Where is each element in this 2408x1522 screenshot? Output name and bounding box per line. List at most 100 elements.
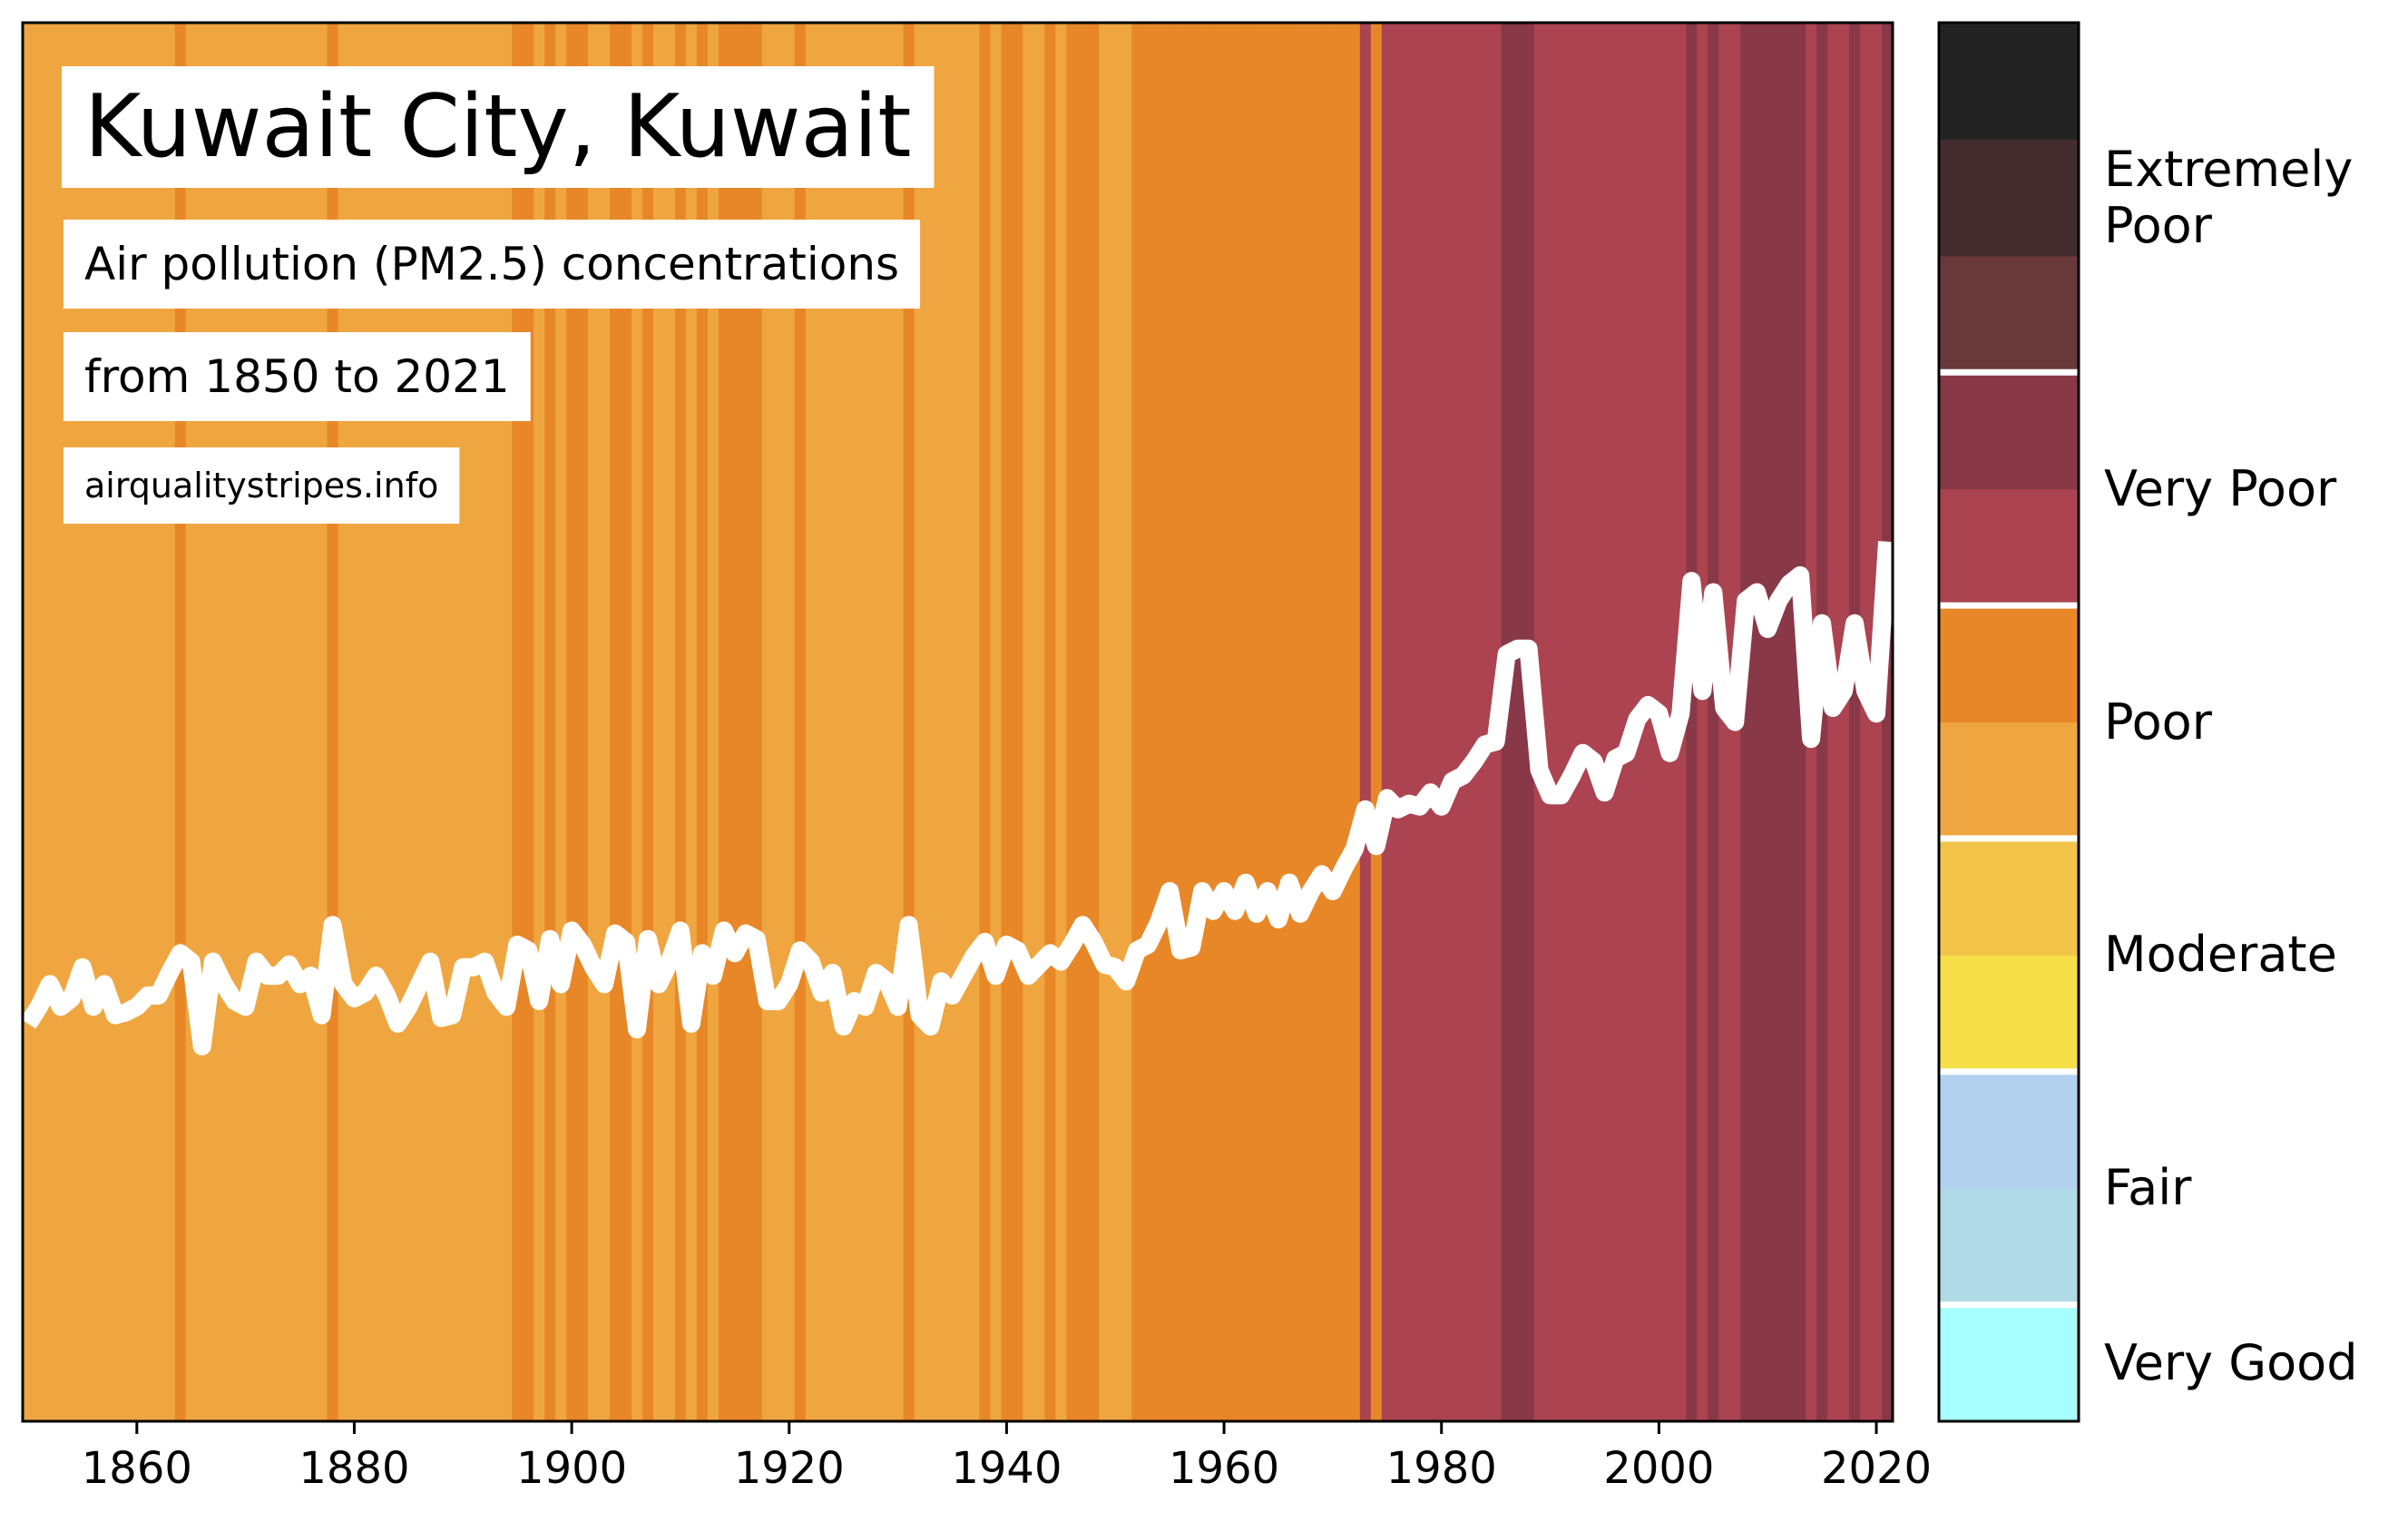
chart-period-box [64,332,531,421]
colorbar-bin [1939,722,2079,840]
stripe [1686,23,1698,1421]
stripe [1784,23,1796,1421]
stripe [1414,23,1426,1421]
colorbar-bin [1939,955,2079,1073]
stripe [957,23,970,1421]
stripe [1849,23,1861,1421]
stripe [1588,23,1600,1421]
stripe [1762,23,1774,1421]
stripe [1131,23,1143,1421]
chart-subtitle-box [64,220,921,309]
chart-subtitle: Air pollution (PM2.5) concentrations [84,238,899,290]
chart-period: from 1850 to 2021 [84,350,510,403]
stripe [1435,23,1448,1421]
colorbar-bin [1939,255,2079,373]
stripe [1795,23,1806,1421]
stripe [1882,23,1894,1421]
stripe [1294,23,1307,1421]
stripe [1697,23,1708,1421]
stripe [979,23,992,1421]
stripe [881,23,894,1421]
stripe [1610,23,1622,1421]
stripe [1283,23,1296,1421]
colorbar-label: Very Poor [2104,459,2337,517]
stripe [1446,23,1459,1421]
stripe [990,23,1003,1421]
stripe [1251,23,1263,1421]
x-tick-label: 2020 [1821,1443,1932,1494]
stripe [642,23,654,1421]
stripe [1229,23,1241,1421]
colorbar-label: Moderate [2104,926,2337,984]
x-tick-label: 1860 [82,1443,192,1494]
stripe [1208,23,1219,1421]
stripe [685,23,698,1421]
colorbar-label: Poor [2104,692,2212,751]
chart-source: airqualitystripes.info [84,466,438,506]
stripe [1457,23,1470,1421]
stripe [1370,23,1383,1421]
colorbar-bin [1939,838,2079,956]
stripe [761,23,774,1421]
colorbar-bin [1939,488,2079,606]
x-tick-label: 2000 [1603,1443,1714,1494]
stripe [1044,23,1056,1421]
stripe [652,23,665,1421]
stripe [1088,23,1100,1421]
stripe [533,23,545,1421]
x-tick-label: 1940 [951,1443,1062,1494]
colorbar-bin [1939,1188,2079,1306]
stripe [1642,23,1654,1421]
stripe [663,23,676,1421]
stripe [1023,23,1034,1421]
stripe [1001,23,1013,1421]
stripe [827,23,839,1421]
colorbar [1937,21,2080,1423]
stripe [1827,23,1839,1421]
stripe [1359,23,1372,1421]
x-tick-label: 1980 [1386,1443,1497,1494]
stripe [1240,23,1252,1421]
stripe [1479,23,1492,1421]
stripe [566,23,578,1421]
stripe [718,23,730,1421]
stripe [33,23,45,1421]
stripe [859,23,872,1421]
stripe [1773,23,1785,1421]
overlay: 1860 1880 1900 1920 1940 1960 1980 2000 2020 Kuwa… [21,21,1932,1494]
stripe [674,23,687,1421]
colorbar-bin [1939,1304,2079,1422]
colorbar-bin [1939,23,2079,141]
stripe [1620,23,1633,1421]
stripe [1381,23,1394,1421]
stripe [44,23,56,1421]
stripe [1066,23,1078,1421]
stripe [935,23,948,1421]
chart-title-box [62,66,935,188]
stripe [1392,23,1405,1421]
stripe [1544,23,1557,1421]
stripe [892,23,905,1421]
plot-frame [21,21,1894,1423]
stripe [1186,23,1198,1421]
stripe [1055,23,1067,1421]
stripe [848,23,861,1421]
stripe [870,23,883,1421]
stripe [794,23,807,1421]
colorbar-label: Extremely Poor [2104,140,2354,254]
stripe [1077,23,1089,1421]
x-tick-label: 1880 [299,1443,409,1494]
stripe [946,23,959,1421]
stripe [783,23,796,1421]
x-tick-label: 1900 [516,1443,627,1494]
stripe [610,23,622,1421]
stripe [1348,23,1361,1421]
x-tick-label: 1960 [1169,1443,1279,1494]
stripe [968,23,981,1421]
colorbar-bin [1939,605,2079,723]
stripe [1740,23,1752,1421]
stripe [555,23,567,1421]
stripe [1121,23,1132,1421]
